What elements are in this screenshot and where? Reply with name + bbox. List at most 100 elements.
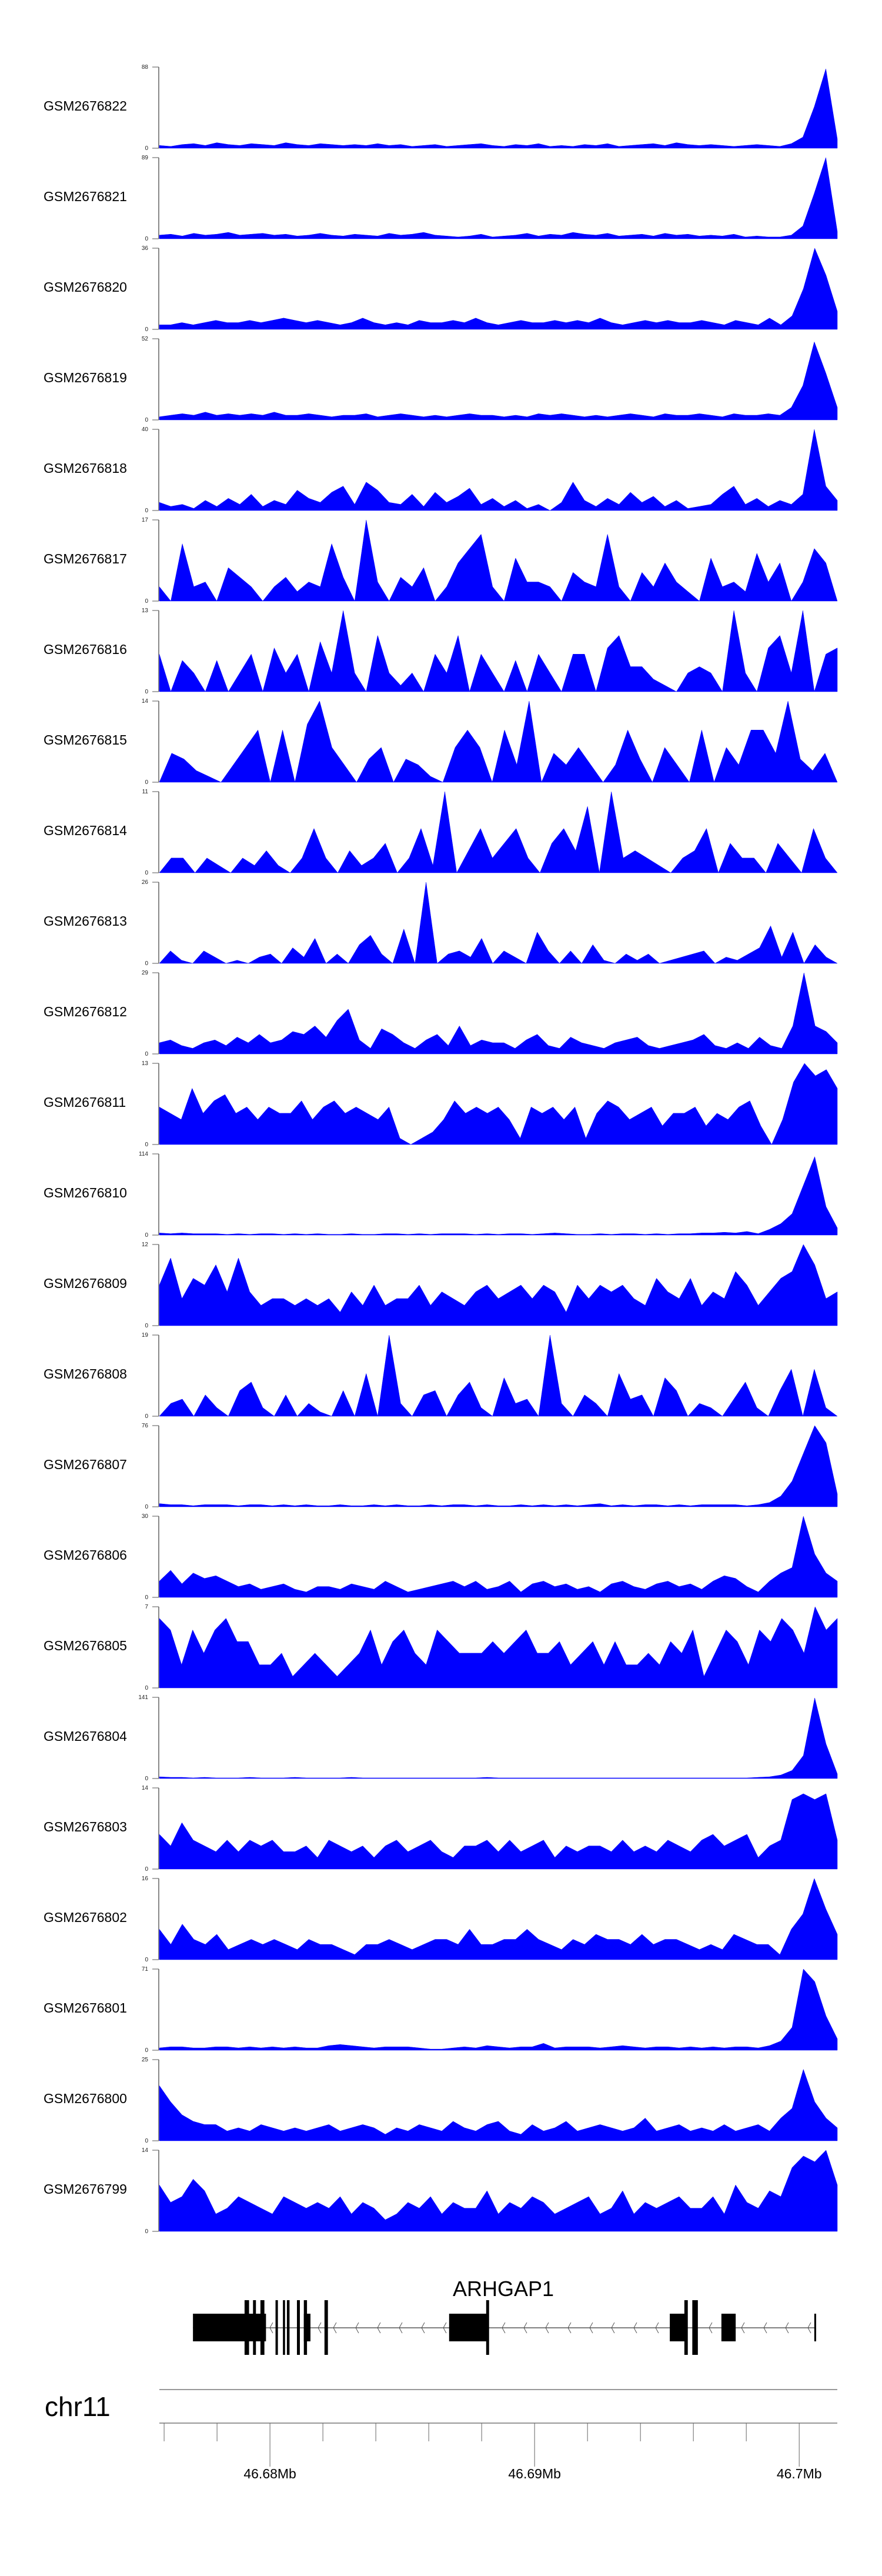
track-GSM2676820: GSM2676820 36 0 <box>44 245 838 333</box>
coverage-area <box>159 429 838 511</box>
strand-arrow-icon <box>741 2322 745 2334</box>
strand-arrow-icon <box>523 2322 527 2334</box>
coverage-area <box>159 972 838 1055</box>
track-GSM2676806: GSM2676806 30 0 <box>44 1513 838 1601</box>
coverage-area <box>159 341 838 421</box>
track-GSM2676805: GSM2676805 7 0 <box>44 1604 838 1691</box>
track-label: GSM2676801 <box>44 2000 127 2016</box>
track-GSM2676808: GSM2676808 19 0 <box>44 1332 838 1420</box>
track-label: GSM2676799 <box>44 2181 127 2197</box>
track-GSM2676802: GSM2676802 16 0 <box>44 1876 838 1963</box>
coding-exon <box>297 2300 300 2355</box>
coverage-area <box>159 1334 838 1417</box>
y-tick-label-max: 26 <box>142 879 149 886</box>
y-tick-label-max: 71 <box>142 1966 149 1973</box>
track-label: GSM2676821 <box>44 189 127 204</box>
strand-arrow-icon <box>269 2322 273 2334</box>
y-tick-label-min: 0 <box>145 1323 148 1329</box>
y-tick-label-max: 52 <box>142 336 149 342</box>
coverage-area <box>159 2150 838 2232</box>
y-tick-label-max: 25 <box>142 2057 149 2063</box>
coverage-tracks: GSM2676822880GSM2676821890GSM2676820360G… <box>44 64 838 2235</box>
utr-block <box>670 2314 686 2341</box>
y-tick-label-min: 0 <box>145 870 148 876</box>
y-tick-label-max: 7 <box>145 1604 148 1610</box>
strand-arrow-icon <box>763 2322 767 2334</box>
coverage-area <box>159 610 838 692</box>
track-GSM2676812: GSM2676812 29 0 <box>44 970 838 1057</box>
strand-arrow-icon <box>589 2322 593 2334</box>
y-tick-label-max: 11 <box>142 789 149 795</box>
strand-arrow-icon <box>399 2322 403 2334</box>
y-tick-label-max: 141 <box>138 1694 148 1701</box>
coverage-area <box>159 1793 838 1870</box>
y-tick-label-min: 0 <box>145 145 148 152</box>
coverage-area <box>159 700 838 783</box>
strand-arrow-icon <box>318 2322 322 2334</box>
coding-exon <box>324 2300 328 2355</box>
strand-arrow-icon <box>333 2322 337 2334</box>
strand-arrow-icon <box>633 2322 637 2334</box>
chromosome-label: chr11 <box>45 2391 111 2422</box>
track-GSM2676816: GSM2676816 13 0 <box>44 608 838 695</box>
y-tick-label-min: 0 <box>145 1866 148 1873</box>
track-GSM2676800: GSM2676800 25 0 <box>44 2057 838 2144</box>
track-GSM2676809: GSM2676809 12 0 <box>44 1242 838 1329</box>
coding-exon <box>692 2300 698 2355</box>
track-GSM2676819: GSM2676819 52 0 <box>44 336 838 423</box>
y-tick-label-max: 114 <box>139 1151 148 1157</box>
y-tick-label-max: 40 <box>142 426 149 433</box>
y-tick-label-min: 0 <box>145 2228 148 2235</box>
y-tick-label-max: 14 <box>142 698 149 705</box>
y-tick-label-max: 14 <box>142 1785 149 1791</box>
track-GSM2676801: GSM2676801 71 0 <box>44 1966 838 2054</box>
track-label: GSM2676802 <box>44 1910 127 1925</box>
x-tick-label: 46.7Mb <box>777 2466 822 2481</box>
y-tick-label-min: 0 <box>145 2138 148 2144</box>
y-tick-label-min: 0 <box>145 1232 148 1239</box>
y-tick-label-min: 0 <box>145 598 148 605</box>
utr-block <box>449 2314 487 2341</box>
coverage-area <box>159 248 838 330</box>
track-GSM2676799: GSM2676799 14 0 <box>44 2147 838 2235</box>
track-GSM2676815: GSM2676815 14 0 <box>44 698 838 786</box>
y-tick-label-min: 0 <box>145 1142 148 1148</box>
y-tick-label-max: 13 <box>142 608 149 614</box>
utr-block <box>814 2314 816 2341</box>
coverage-area <box>159 1968 838 2051</box>
y-tick-label-min: 0 <box>145 417 148 423</box>
genome-axis: chr11 46.68Mb 46.69Mb 46.7Mb <box>45 2389 837 2481</box>
x-tick-label: 46.68Mb <box>243 2466 296 2481</box>
coding-exon <box>260 2300 265 2355</box>
y-tick-label-min: 0 <box>145 2047 148 2054</box>
coverage-area <box>159 157 838 239</box>
y-tick-label-max: 89 <box>142 155 149 161</box>
y-tick-label-max: 36 <box>142 245 149 252</box>
y-tick-label-min: 0 <box>145 1051 148 1057</box>
x-tick-label: 46.69Mb <box>508 2466 561 2481</box>
track-GSM2676803: GSM2676803 14 0 <box>44 1785 838 1873</box>
coding-exon <box>486 2300 489 2355</box>
y-tick-label-max: 19 <box>142 1332 149 1339</box>
track-label: GSM2676814 <box>44 823 127 838</box>
track-GSM2676813: GSM2676813 26 0 <box>44 879 838 967</box>
y-tick-label-min: 0 <box>145 1685 148 1691</box>
strand-arrow-icon <box>443 2322 447 2334</box>
utr-block <box>721 2314 736 2341</box>
coding-exon <box>303 2300 308 2355</box>
y-tick-label-min: 0 <box>145 779 148 786</box>
y-tick-label-max: 13 <box>142 1060 149 1067</box>
track-GSM2676817: GSM2676817 17 0 <box>44 517 838 605</box>
y-tick-label-max: 76 <box>142 1423 149 1429</box>
coding-exon <box>684 2300 688 2355</box>
y-tick-label-min: 0 <box>145 1594 148 1601</box>
y-tick-label-max: 12 <box>142 1242 149 1248</box>
strand-arrow-icon <box>785 2322 789 2334</box>
coding-exon <box>244 2300 249 2355</box>
y-tick-label-min: 0 <box>145 326 148 333</box>
track-label: GSM2676800 <box>44 2091 127 2106</box>
track-label: GSM2676808 <box>44 1366 127 1382</box>
track-GSM2676811: GSM2676811 13 0 <box>44 1060 838 1148</box>
track-label: GSM2676811 <box>44 1095 126 1110</box>
